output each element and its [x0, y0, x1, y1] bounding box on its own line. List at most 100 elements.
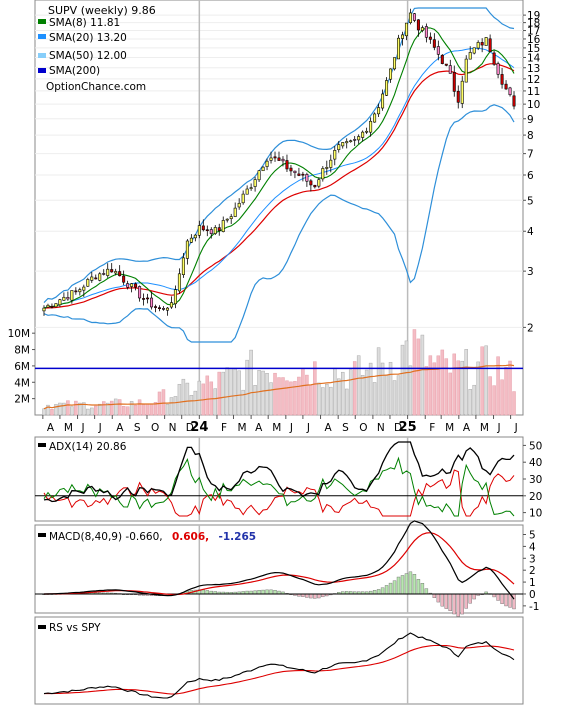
volume-bar	[233, 368, 237, 416]
candle-down	[281, 158, 285, 162]
macd-year-lines	[198, 525, 409, 613]
candle-up	[408, 12, 412, 23]
price-y-tick-label: 19	[527, 10, 540, 22]
volume-bar	[460, 360, 464, 416]
x-month-label: J	[289, 422, 293, 434]
macd-histogram-bar	[500, 593, 504, 604]
candle-down	[512, 95, 516, 107]
candle-up	[325, 167, 329, 169]
volume-bars	[42, 329, 516, 416]
candle-down	[150, 297, 154, 308]
candle-up	[130, 283, 134, 287]
volume-bar	[177, 383, 182, 416]
volume-bar	[257, 370, 261, 416]
price-y-tick-label: 15	[527, 43, 540, 55]
volume-bar	[261, 370, 265, 416]
x-month-label: A	[47, 422, 55, 434]
volume-bar	[78, 402, 82, 416]
macd-histogram-value: -1.265	[218, 531, 256, 543]
macd-y-tick-label: 3	[529, 553, 536, 565]
volume-bar	[58, 402, 62, 416]
candle-up	[106, 268, 110, 276]
candle-up	[189, 237, 193, 243]
candle-down	[456, 90, 460, 103]
volume-bar	[193, 390, 198, 416]
legend-swatch-sma50	[38, 53, 46, 58]
adx-y-tick-label: 20	[529, 491, 542, 503]
candle-down	[428, 36, 432, 40]
volume-bar	[325, 383, 329, 416]
volume-bar	[141, 404, 146, 416]
macd-histogram-bar	[452, 593, 456, 615]
volume-sma-line	[43, 364, 515, 410]
price-y-tick-label: 9	[527, 114, 534, 126]
candle-up	[381, 93, 385, 109]
legend-label-sma50: SMA(50) 12.00	[49, 50, 127, 62]
price-y-tick-label: 7	[527, 149, 534, 161]
macd-histogram-bar	[317, 593, 321, 599]
candle-down	[273, 156, 277, 159]
volume-bar	[133, 405, 138, 416]
price-overlay-lines	[43, 7, 515, 343]
plus-di-line	[43, 456, 515, 517]
volume-bar	[396, 375, 401, 416]
macd-histogram	[42, 571, 516, 617]
macd-histogram-bar	[261, 589, 265, 595]
candle-up	[369, 120, 373, 133]
volume-bar	[46, 404, 50, 416]
volume-bar	[125, 406, 130, 416]
volume-bar	[420, 334, 425, 416]
candle-up	[361, 131, 365, 138]
volume-bar	[348, 369, 353, 416]
candle-up	[181, 257, 185, 275]
candle-up	[237, 202, 241, 208]
x-month-label: O	[359, 422, 367, 434]
price-y-tick-label: 17	[527, 26, 540, 38]
macd-histogram-bar	[309, 593, 313, 599]
adx-line	[43, 441, 515, 503]
candle-down	[452, 71, 456, 92]
macd-y-tick-label: 0	[529, 589, 536, 601]
volume-bar	[74, 400, 78, 416]
x-month-label: S	[342, 422, 349, 434]
candle-up	[229, 216, 233, 219]
adx-y-axis: 10 20 30 40 50	[523, 440, 542, 520]
candle-down	[217, 227, 221, 231]
volume-bar	[285, 380, 289, 416]
volume-y-tick-label: 6M	[14, 361, 30, 373]
volume-bar	[424, 366, 429, 416]
volume-bar	[277, 377, 281, 416]
volume-bar	[217, 371, 221, 416]
candle-up	[86, 279, 90, 287]
volume-bar	[368, 362, 373, 416]
volume-bar	[508, 360, 512, 416]
candle-down	[508, 87, 512, 96]
volume-bar	[452, 353, 457, 416]
adx-lines	[43, 441, 515, 517]
volume-bar	[440, 349, 445, 416]
candle-up	[225, 218, 229, 221]
adx-panel-frame	[34, 436, 524, 522]
candle-up	[54, 303, 58, 308]
volume-bar	[98, 403, 102, 416]
volume-bar	[42, 408, 46, 416]
candle-up	[373, 113, 377, 123]
candle-up	[400, 34, 404, 39]
macd-histogram-bar	[440, 593, 445, 607]
volume-bar	[173, 396, 178, 416]
volume-bar	[416, 338, 421, 416]
x-month-label: A	[325, 422, 333, 434]
volume-bar	[181, 378, 186, 416]
volume-y-axis: 2M 4M 6M 8M 10M	[8, 328, 35, 406]
candle-up	[317, 179, 321, 187]
candle-down	[480, 42, 484, 46]
candle-up	[329, 159, 333, 168]
macd-histogram-bar	[468, 593, 472, 604]
candle-up	[114, 271, 118, 274]
x-month-label: N	[169, 422, 177, 434]
x-month-label: M	[480, 422, 489, 434]
volume-bar	[169, 397, 174, 416]
volume-bar	[90, 407, 94, 416]
volume-bar	[129, 401, 134, 416]
candle-up	[393, 57, 397, 70]
